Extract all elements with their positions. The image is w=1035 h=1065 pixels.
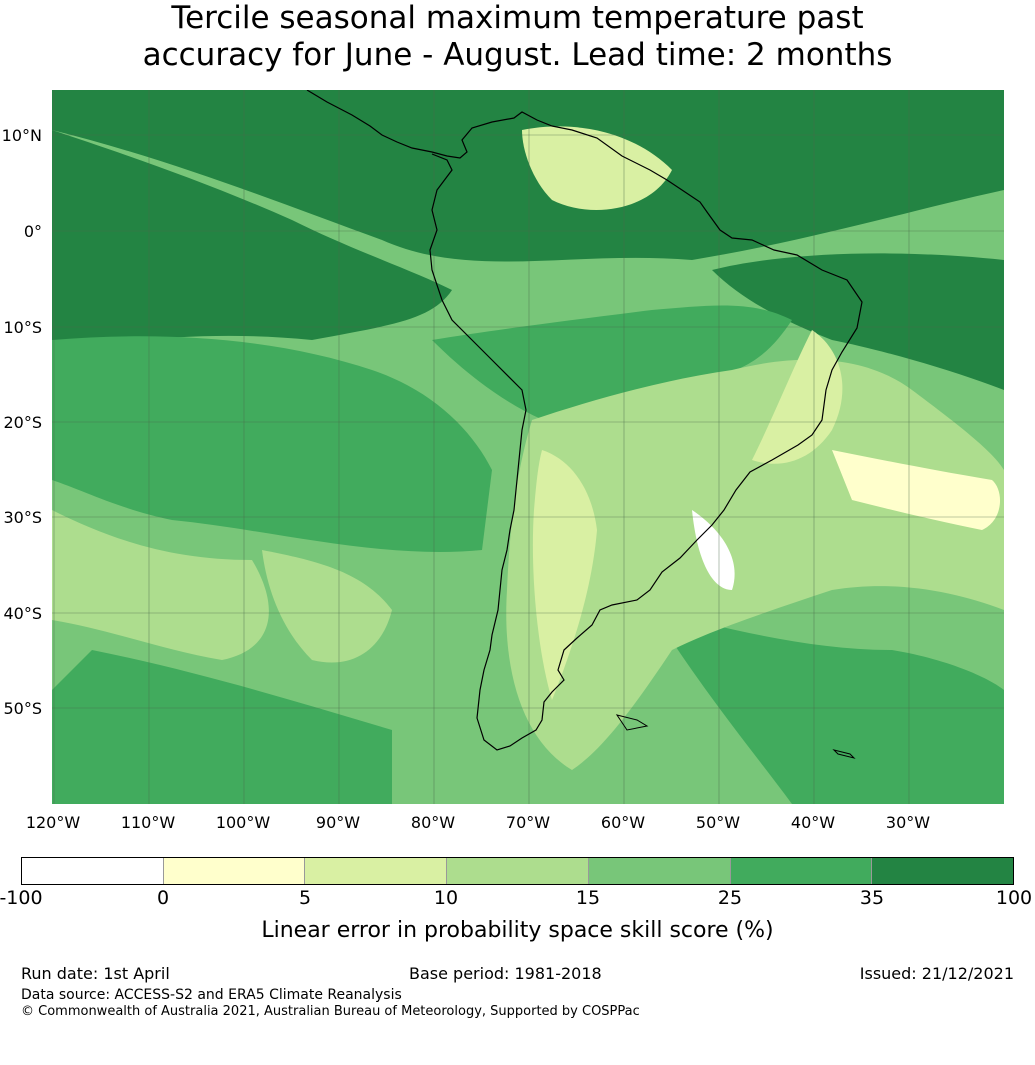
colorbar-segment-4 <box>447 858 589 884</box>
lat-label-10s: 10°S <box>3 318 42 337</box>
issued-date: Issued: 21/12/2021 <box>859 964 1014 983</box>
map-canvas <box>52 90 1004 804</box>
mid-skill-south-atlantic <box>652 610 1004 804</box>
very-low-skill-brazil <box>752 330 843 464</box>
mid-skill-pacific <box>52 336 492 553</box>
base-period: Base period: 1981-2018 <box>409 964 602 983</box>
colorbar-label: Linear error in probability space skill … <box>261 918 774 943</box>
colorbar-segment-3 <box>305 858 448 884</box>
lat-label-10n: 10°N <box>1 126 42 145</box>
high-skill-north <box>52 90 1004 262</box>
title-line-2: accuracy for June - August. Lead time: 2… <box>142 37 893 73</box>
low-skill-patch-2 <box>262 550 392 663</box>
colorbar-tick-8: 100 <box>995 887 1033 909</box>
colorbar <box>21 857 1014 885</box>
colorbar-tick-6: 25 <box>717 887 743 909</box>
falkland-islands <box>615 714 649 731</box>
colorbar-tick-4: 10 <box>433 887 459 909</box>
lon-label-30w: 30°W <box>885 813 931 832</box>
title-line-1: Tercile seasonal maximum temperature pas… <box>171 0 864 36</box>
lon-label-120w: 120°W <box>25 813 81 832</box>
mid-skill-amazon <box>432 305 792 430</box>
zero-skill-atlantic <box>832 450 1001 530</box>
copyright: © Commonwealth of Australia 2021, Austra… <box>21 1004 640 1019</box>
lon-label-70w: 70°W <box>505 813 551 832</box>
colorbar-tick-5: 15 <box>575 887 601 909</box>
lat-label-40s: 40°S <box>3 604 42 623</box>
lat-label-20s: 20°S <box>3 413 42 432</box>
run-date: Run date: 1st April <box>21 964 170 983</box>
lat-label-30s: 30°S <box>3 508 42 527</box>
high-skill-east-pacific <box>52 130 452 350</box>
colorbar-segment-7 <box>872 858 1014 884</box>
colorbar-segment-2 <box>163 858 306 884</box>
lon-label-60w: 60°W <box>600 813 646 832</box>
colorbar-segment-6 <box>730 858 873 884</box>
lon-label-80w: 80°W <box>410 813 456 832</box>
south-america-coastline <box>306 90 863 751</box>
data-source: Data source: ACCESS-S2 and ERA5 Climate … <box>21 987 402 1003</box>
very-low-skill-north <box>522 126 672 210</box>
colorbar-tick-3: 5 <box>298 887 312 909</box>
map-title: Tercile seasonal maximum temperature pas… <box>0 0 1035 74</box>
colorbar-tick-7: 35 <box>859 887 885 909</box>
low-skill-patch-1 <box>52 510 269 660</box>
lat-label-0: 0° <box>23 222 42 241</box>
graticule <box>52 90 1004 804</box>
colorbar-tick-2: 0 <box>156 887 170 909</box>
negative-skill-patch <box>692 510 735 590</box>
lon-label-110w: 110°W <box>120 813 176 832</box>
colorbar-segment-5 <box>588 858 731 884</box>
colorbar-tick-1: -100 <box>0 887 43 909</box>
very-low-skill-andes <box>532 450 597 700</box>
lat-label-50s: 50°S <box>3 699 42 718</box>
mid-skill-south-pacific <box>52 650 392 804</box>
colorbar-segment-1 <box>22 858 164 884</box>
skill-map <box>52 90 1004 804</box>
lon-label-100w: 100°W <box>215 813 271 832</box>
lon-label-40w: 40°W <box>790 813 836 832</box>
lon-label-50w: 50°W <box>695 813 741 832</box>
south-georgia <box>832 749 856 759</box>
lon-label-90w: 90°W <box>315 813 361 832</box>
